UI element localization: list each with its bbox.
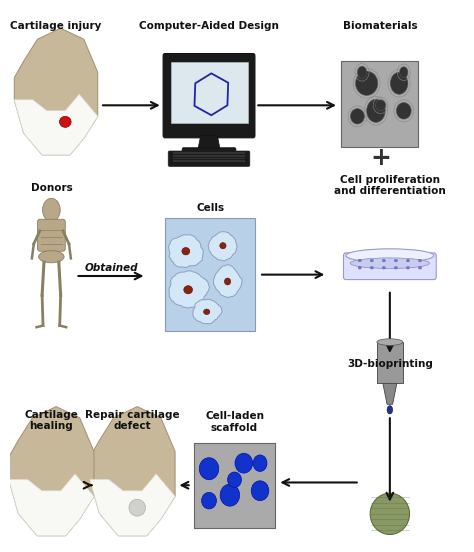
Ellipse shape <box>370 493 410 534</box>
Ellipse shape <box>367 99 385 123</box>
FancyBboxPatch shape <box>37 219 65 251</box>
Ellipse shape <box>377 339 403 346</box>
Ellipse shape <box>400 67 408 78</box>
Ellipse shape <box>350 109 365 124</box>
FancyBboxPatch shape <box>344 253 436 279</box>
Ellipse shape <box>357 66 367 78</box>
Ellipse shape <box>199 458 219 480</box>
Bar <box>173 158 245 160</box>
Ellipse shape <box>235 453 253 473</box>
Polygon shape <box>169 235 203 267</box>
Text: Cell-laden
scaffold: Cell-laden scaffold <box>205 411 264 433</box>
Text: Cell proliferation
and differentiation: Cell proliferation and differentiation <box>334 174 446 196</box>
Ellipse shape <box>38 251 64 263</box>
Polygon shape <box>9 474 94 536</box>
Ellipse shape <box>370 267 374 269</box>
Polygon shape <box>9 407 94 536</box>
Polygon shape <box>208 232 237 261</box>
Polygon shape <box>14 28 98 155</box>
Ellipse shape <box>382 267 385 269</box>
Bar <box>171 62 247 124</box>
Ellipse shape <box>406 267 410 269</box>
Bar <box>341 61 418 147</box>
FancyBboxPatch shape <box>163 54 255 138</box>
Bar <box>165 218 255 331</box>
Text: Biomaterials: Biomaterials <box>343 21 418 31</box>
Ellipse shape <box>203 309 210 315</box>
Text: Cells: Cells <box>196 203 224 213</box>
Ellipse shape <box>390 72 408 94</box>
Polygon shape <box>90 407 175 536</box>
FancyBboxPatch shape <box>182 148 236 158</box>
Text: Cartilage
healing: Cartilage healing <box>25 410 78 431</box>
Ellipse shape <box>382 259 385 262</box>
Ellipse shape <box>356 71 378 95</box>
Polygon shape <box>90 474 175 536</box>
Ellipse shape <box>228 472 241 487</box>
Bar <box>173 155 245 157</box>
Text: Obtained: Obtained <box>84 263 138 273</box>
Ellipse shape <box>350 258 429 268</box>
Ellipse shape <box>419 259 421 262</box>
Ellipse shape <box>182 247 190 255</box>
Text: 3D-bioprinting: 3D-bioprinting <box>347 359 433 369</box>
Ellipse shape <box>375 100 386 111</box>
Ellipse shape <box>358 267 361 269</box>
Bar <box>194 443 275 528</box>
Polygon shape <box>213 264 242 298</box>
Ellipse shape <box>60 116 71 128</box>
Bar <box>173 152 245 154</box>
Polygon shape <box>14 94 98 155</box>
Polygon shape <box>198 136 220 152</box>
Text: Computer-Aided Design: Computer-Aided Design <box>139 21 279 31</box>
Polygon shape <box>193 299 222 324</box>
Ellipse shape <box>419 267 421 269</box>
Ellipse shape <box>43 198 60 221</box>
Text: +: + <box>370 146 391 169</box>
Ellipse shape <box>129 499 146 516</box>
Bar <box>173 161 245 162</box>
FancyBboxPatch shape <box>168 151 250 167</box>
Bar <box>377 342 403 384</box>
Ellipse shape <box>396 103 411 119</box>
Ellipse shape <box>251 481 269 501</box>
Ellipse shape <box>253 455 267 471</box>
Ellipse shape <box>394 267 398 269</box>
Ellipse shape <box>370 259 374 262</box>
Ellipse shape <box>224 278 231 285</box>
Text: Cartilage injury: Cartilage injury <box>10 21 102 31</box>
Ellipse shape <box>220 484 240 506</box>
Polygon shape <box>169 270 210 308</box>
Text: Repair cartilage
defect: Repair cartilage defect <box>85 410 180 431</box>
Ellipse shape <box>358 259 361 262</box>
Polygon shape <box>383 384 397 404</box>
Ellipse shape <box>184 286 192 294</box>
Ellipse shape <box>387 406 392 414</box>
Ellipse shape <box>394 259 398 262</box>
Text: Donors: Donors <box>30 183 72 193</box>
Ellipse shape <box>201 492 217 509</box>
Ellipse shape <box>220 243 226 249</box>
Ellipse shape <box>406 259 410 262</box>
Ellipse shape <box>346 249 434 262</box>
